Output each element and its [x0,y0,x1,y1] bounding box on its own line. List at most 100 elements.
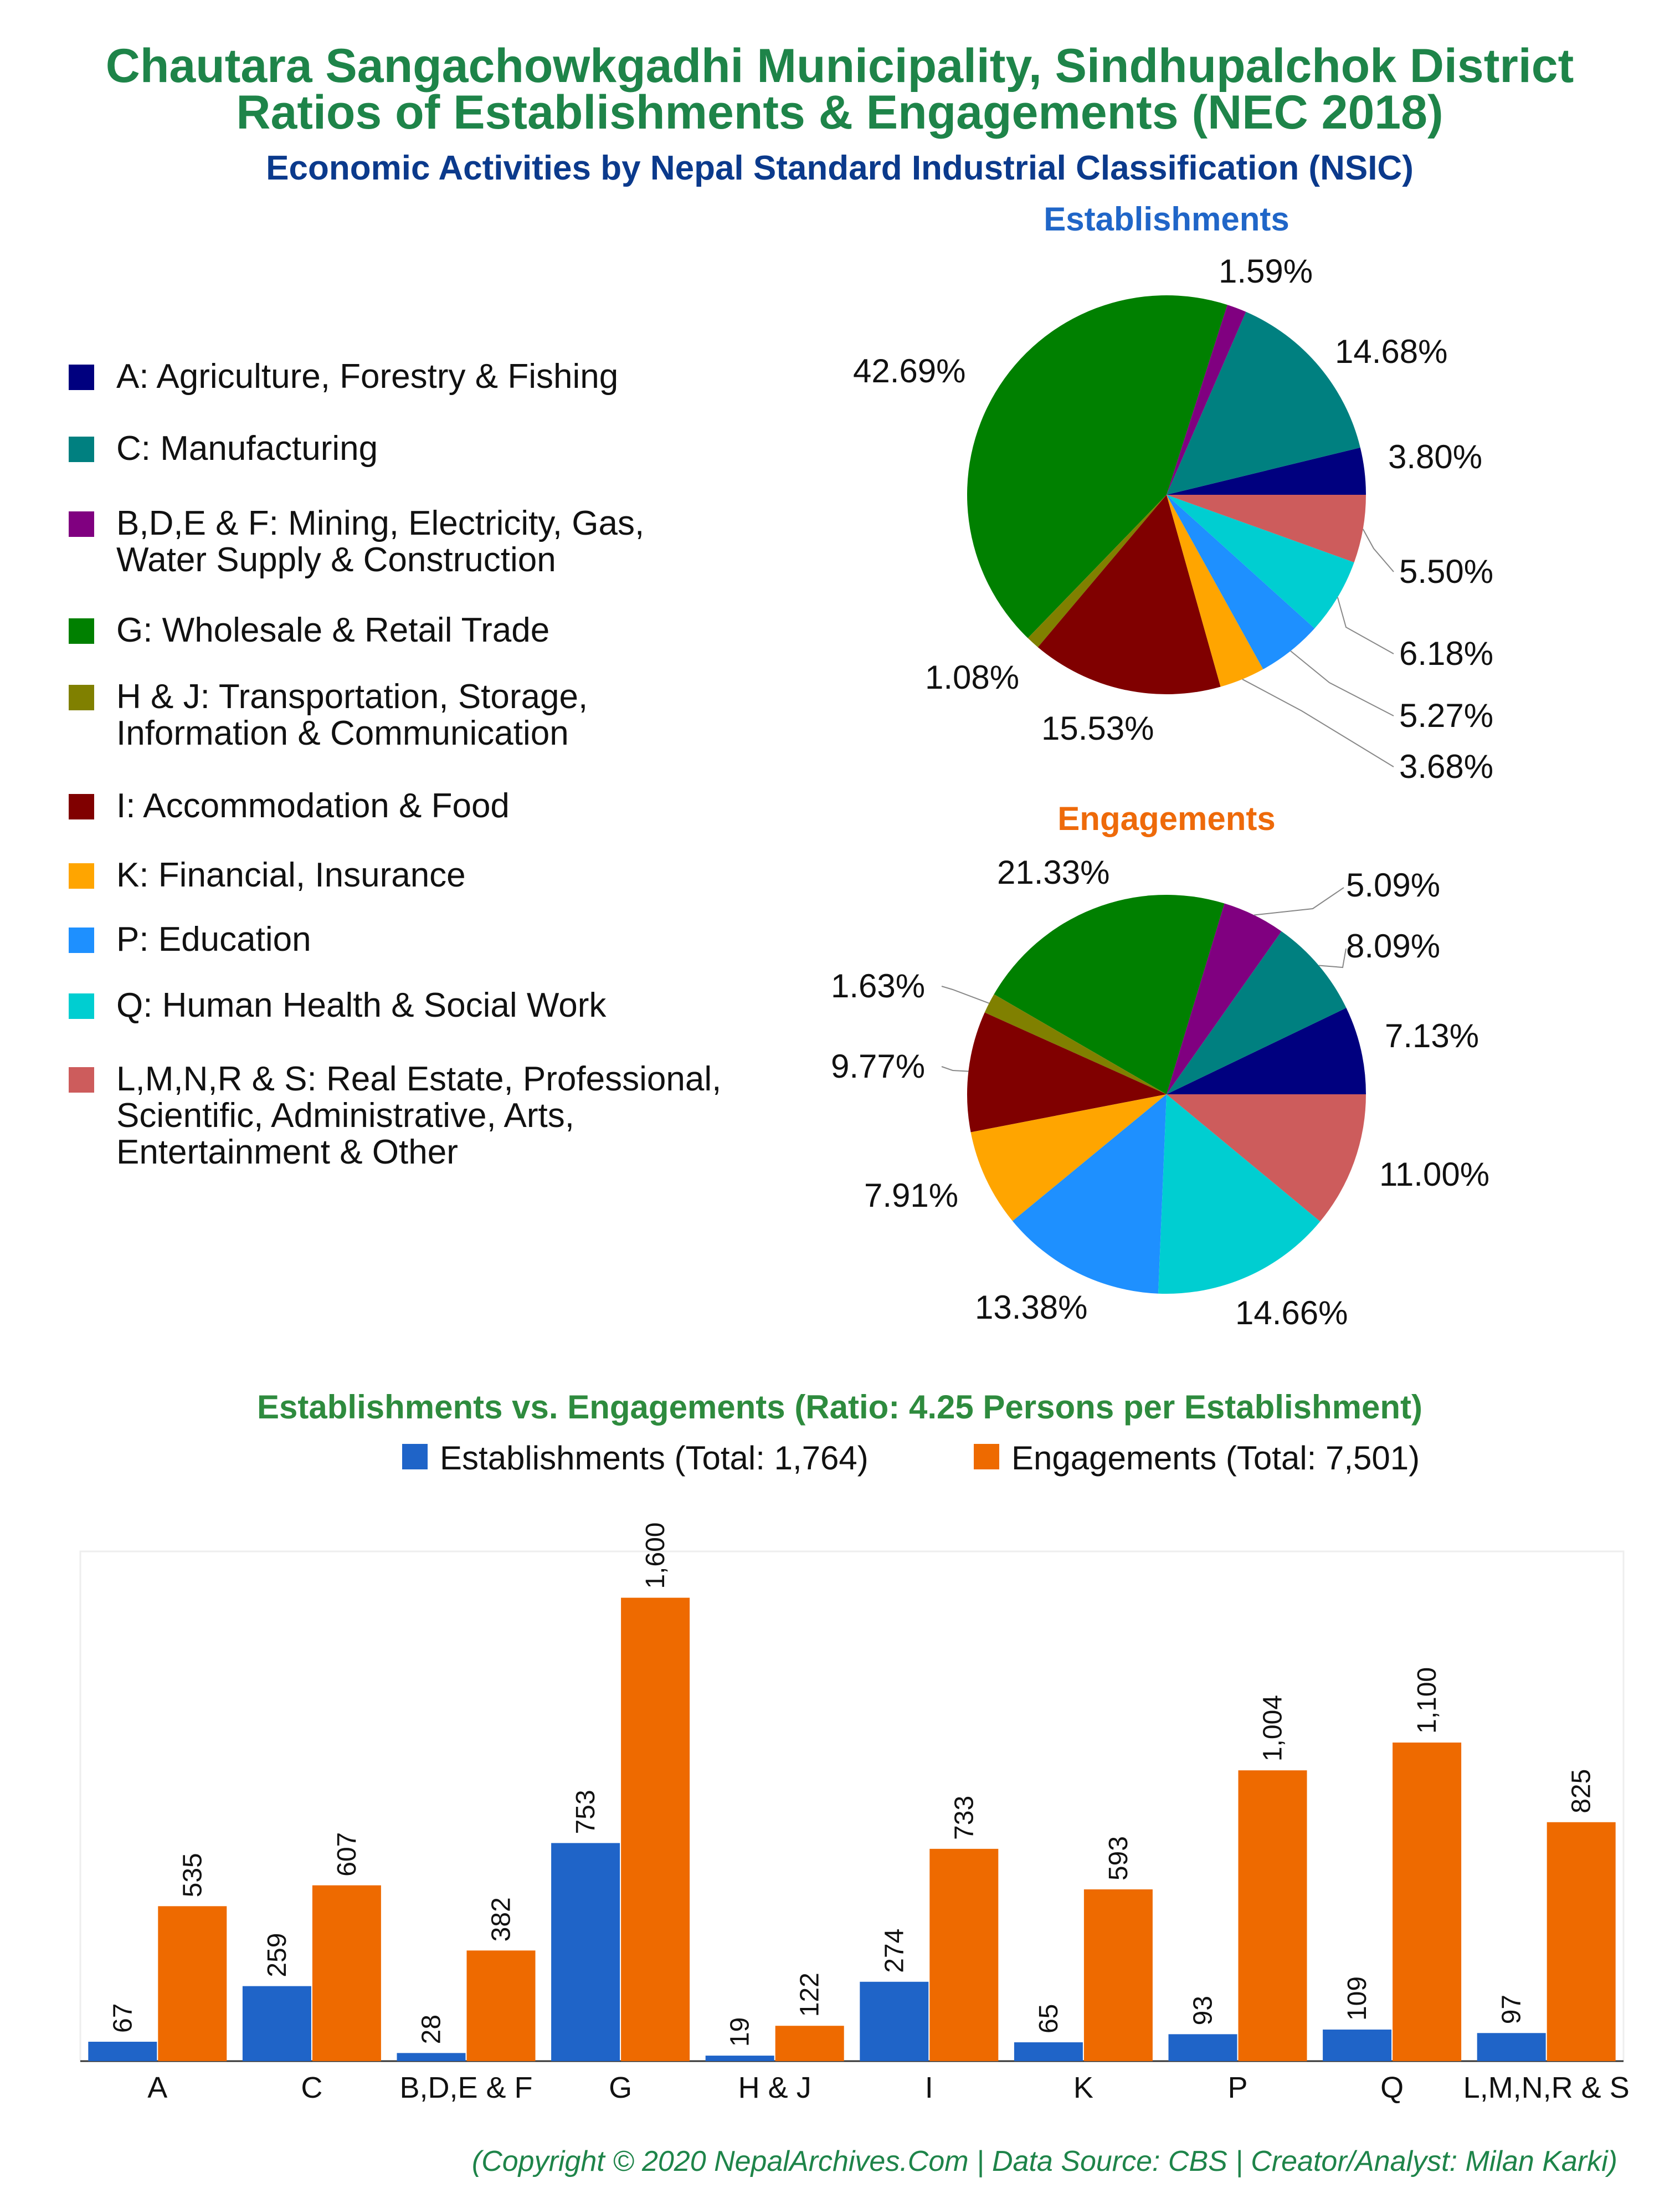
bar-value-label: 1,100 [1412,1667,1442,1734]
pie-slice-label: 1.63% [831,967,925,1005]
pie-leader-line [1290,650,1394,716]
pie-leader-line [941,1066,969,1072]
bar-category-label: Q [1380,2071,1404,2104]
bar-establishments [860,1981,929,2061]
bar-engagements [1238,1770,1307,2061]
bar-engagements [621,1597,690,2061]
legend-label: P: Education [116,920,311,959]
pie-slice [1167,1008,1366,1094]
bar-category-label: P [1227,2071,1247,2104]
pie-slice-label: 1.08% [925,659,1019,696]
bar-establishments [705,2056,774,2061]
bar-value-label: 1,600 [641,1523,670,1589]
legend-swatch [69,863,94,889]
pie-slice [1167,495,1263,687]
pie-slice-label: 13.38% [975,1289,1088,1326]
bar-category-label: I [925,2071,933,2104]
bar-establishments [242,1986,311,2061]
pie-slice-label: 8.09% [1346,928,1440,965]
bar-chart-title: Establishments vs. Engagements (Ratio: 4… [257,1388,1422,1426]
pie-slice-label: 15.53% [1041,710,1154,747]
legend-label: G: Wholesale & Retail Trade [116,611,549,649]
legend-label: Scientific, Administrative, Arts, [116,1096,574,1135]
legend-label: C: Manufacturing [116,429,378,468]
pie-slice [1012,1094,1167,1294]
legend-swatch [69,1067,94,1093]
bar-engagements [929,1848,999,2061]
pie-slice [1167,903,1282,1094]
establishments-pie: 3.80% 14.68% 1.59% 42.69% 1.08% 15.53% 3.68% 5.… [853,253,1493,785]
pie-slice-label: 9.77% [831,1048,925,1085]
engagements-pie: 7.13% 8.09% 5.09% 21.33% 1.63% 9.77% 7.91% 13.3… [831,854,1489,1331]
bar-engagements [775,2026,844,2061]
pie-slice [1167,931,1347,1094]
bar-value-label: 607 [332,1832,362,1877]
page-title-line2: Ratios of Establishments & Engagements (… [236,86,1443,139]
bar-engagements [1393,1743,1462,2061]
bar-engagements [466,1950,536,2061]
legend-label: A: Agriculture, Forestry & Fishing [116,357,618,396]
bar-value-label: 535 [178,1853,207,1897]
legend-swatch [69,437,94,462]
pie-slice-label: 5.09% [1346,867,1440,904]
bar-value-label: 259 [263,1933,292,1977]
pie-slice [970,1094,1167,1221]
pie-slice-label: 42.69% [853,352,966,390]
pie-leader-line [1242,679,1394,767]
bar-value-label: 1,004 [1258,1695,1288,1761]
bar-value-label: 65 [1034,2004,1064,2033]
pie-slice [1167,495,1366,562]
bar-legend-establishments-label: Establishments (Total: 1,764) [440,1439,869,1477]
pie-slice-label: 21.33% [997,854,1110,891]
bar-establishments [1323,2030,1392,2061]
pie-slice [1167,305,1246,495]
legend-label: H & J: Transportation, Storage, [116,678,588,716]
bar-value-label: 274 [880,1929,909,1973]
pie-slice [1158,1094,1321,1294]
pie-leader-line [941,986,990,1004]
pie-leader-line [1318,948,1347,969]
pie-leader-line [1253,887,1344,916]
pie-slice [1167,495,1354,629]
pie-slice-label: 14.66% [1235,1294,1348,1331]
bar-value-label: 753 [571,1790,600,1834]
bar-value-label: 67 [108,2004,137,2033]
legend-label: Water Supply & Construction [116,541,556,579]
legend-swatch [69,365,94,390]
pie-slice [1037,495,1221,694]
legend-label: Information & Communication [116,714,569,752]
pie-slice-label: 5.27% [1399,697,1493,734]
pie-slice-label: 11.00% [1379,1156,1489,1193]
pie-slice-label: 1.59% [1219,253,1313,290]
bar-value-label: 28 [417,2015,446,2044]
pie-slice-label: 6.18% [1399,635,1493,672]
bar-legend-engagements-label: Engagements (Total: 7,501) [1011,1439,1420,1477]
legend-swatch [69,928,94,953]
pie-slice [1167,447,1366,495]
bar-value-label: 97 [1497,1995,1527,2024]
bar-legend-establishments-swatch [402,1444,428,1469]
bar-establishments [88,2041,157,2061]
footer-credit: (Copyright © 2020 NepalArchives.Com | Da… [472,2145,1617,2177]
pie-slice [1167,495,1315,669]
pie-slice [967,295,1227,638]
page-subtitle: Economic Activities by Nepal Standard In… [266,149,1414,187]
bar-value-label: 109 [1343,1976,1372,2021]
pie-slice-label: 14.68% [1335,333,1448,370]
legend-label: B,D,E & F: Mining, Electricity, Gas, [116,504,644,542]
legend-swatch [69,685,94,710]
bar-legend-engagements-swatch [974,1444,999,1469]
legend-label: K: Financial, Insurance [116,856,466,894]
bar-category-label: L,M,N,R & S [1463,2071,1630,2104]
bar-category-label: G [609,2071,632,2104]
bar-chart: 67 535 A 259 607 C 28 382 B,D,E & F 753 1,600 G 19 12… [88,1523,1630,2104]
bar-engagements [1547,1822,1616,2061]
bar-value-label: 122 [795,1972,825,2017]
bar-plot-frame [79,1550,1625,2062]
legend-swatch [69,511,94,537]
legend-label: Entertainment & Other [116,1133,458,1171]
pie-slice [967,1012,1167,1133]
bar-value-label: 382 [487,1897,516,1941]
bar-engagements [1083,1889,1153,2061]
